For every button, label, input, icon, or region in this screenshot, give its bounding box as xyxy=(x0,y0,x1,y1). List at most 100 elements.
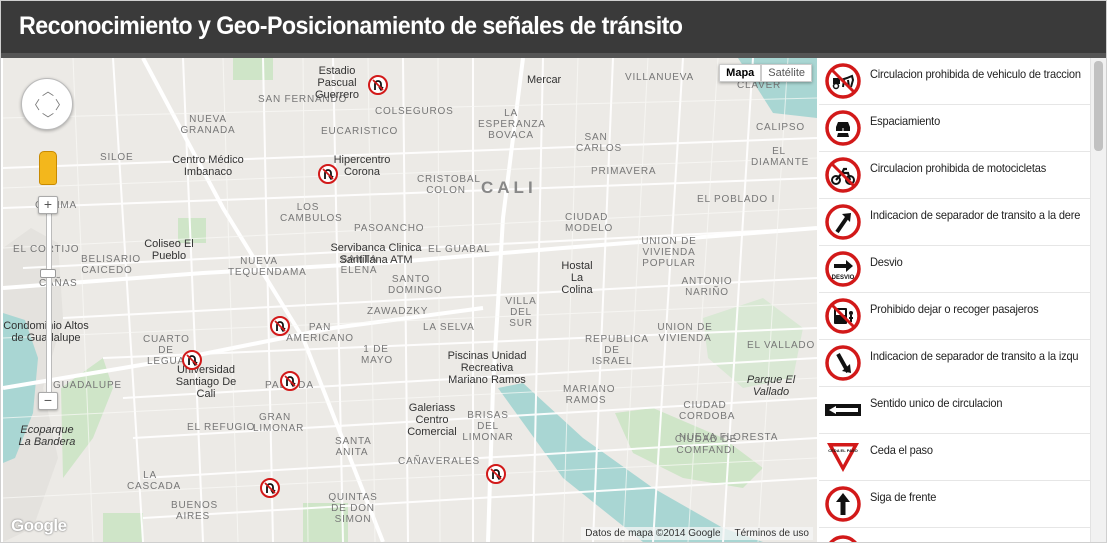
neighborhood-label: VILLA DEL SUR xyxy=(505,296,537,329)
zoom-out-button[interactable]: − xyxy=(38,392,58,410)
sign-list-item[interactable]: CEDA EL PASO Ceda el paso xyxy=(819,434,1090,481)
street-view-pegman-icon[interactable] xyxy=(39,151,57,185)
no-u-turn-pin[interactable] xyxy=(318,164,338,184)
pan-up-icon[interactable]: ︿ xyxy=(42,84,55,98)
one-way-arrow-icon xyxy=(825,392,861,428)
no-u-turn-icon xyxy=(322,168,334,181)
no-u-turn-pin[interactable] xyxy=(280,371,300,391)
map-type-satellite-button[interactable]: Satélite xyxy=(761,64,812,82)
sign-list-item[interactable]: DESVIO Desvio xyxy=(819,246,1090,293)
keep-left-icon xyxy=(825,345,861,381)
sign-list-item[interactable]: Espaciamiento xyxy=(819,105,1090,152)
map-place[interactable]: Mercar xyxy=(527,74,562,86)
neighborhood-label: CAÑAS xyxy=(39,278,78,289)
sign-label: Circulacion prohibida de motocicletas xyxy=(870,161,1047,175)
neighborhood-label: SANTO DOMINGO xyxy=(388,274,443,296)
pan-right-icon[interactable]: 〉 xyxy=(55,98,68,112)
neighborhood-label: EUCARISTICO xyxy=(321,126,399,137)
sign-list: Circulacion prohibida de vehiculo de tra… xyxy=(819,58,1090,542)
sign-list-item[interactable] xyxy=(819,528,1090,542)
neighborhood-label: NUEVA FLORESTA xyxy=(679,432,779,443)
map-view[interactable]: CALI SAN FERNANDO NUEVA GRANADA EUCARIST… xyxy=(3,58,817,542)
no-u-turn-pin[interactable] xyxy=(368,75,388,95)
map-place[interactable]: Universidad Santiago De Cali xyxy=(175,364,237,400)
map-place[interactable]: Hipercentro Corona xyxy=(333,154,391,178)
no-passenger-pickup-icon xyxy=(825,298,861,334)
yield-icon: CEDA EL PASO xyxy=(825,439,861,475)
no-u-turn-icon xyxy=(490,468,502,481)
neighborhood-label: REPUBLICA DE ISRAEL xyxy=(585,334,649,367)
city-label: CALI xyxy=(481,178,537,197)
zoom-slider-track[interactable] xyxy=(46,208,52,406)
map-place[interactable]: Estadio Pascual Guerrero xyxy=(314,65,360,101)
pan-control[interactable]: ︿ ﹀ 〈 〉 xyxy=(21,78,73,130)
neighborhood-label: EL CORTIJO xyxy=(13,244,80,255)
sign-label: Espaciamiento xyxy=(870,114,941,128)
map-type-map-button[interactable]: Mapa xyxy=(719,64,762,82)
sign-label: Prohibido dejar o recoger pasajeros xyxy=(870,302,1039,316)
sign-label: Siga de frente xyxy=(870,490,937,504)
neighborhood-label: CIUDAD CORDOBA xyxy=(679,400,736,422)
detour-icon: DESVIO xyxy=(825,251,861,287)
google-logo: Google xyxy=(11,516,67,535)
map-place[interactable]: Centro Médico Imbanaco xyxy=(172,154,244,178)
sign-label: Ceda el paso xyxy=(870,443,933,457)
no-u-turn-pin[interactable] xyxy=(486,464,506,484)
map-place[interactable]: Coliseo El Pueblo xyxy=(144,238,194,262)
sign-list-item[interactable]: Sentido unico de circulacion xyxy=(819,387,1090,434)
no-u-turn-icon xyxy=(372,79,384,92)
neighborhood-label: PASOANCHO xyxy=(354,223,425,234)
page-title: Reconocimiento y Geo-Posicionamiento de … xyxy=(19,12,683,40)
sign-list-scrollbar[interactable] xyxy=(1090,58,1106,542)
no-motorcycles-icon xyxy=(825,157,861,193)
neighborhood-label: NUEVA TEQUENDAMA xyxy=(228,256,307,278)
neighborhood-label: 1 DE MAYO xyxy=(361,344,393,366)
sign-list-item[interactable]: Siga de frente xyxy=(819,481,1090,528)
neighborhood-label: ANTONIO NARIÑO xyxy=(681,276,733,298)
no-u-turn-pin[interactable] xyxy=(260,478,280,498)
scrollbar-thumb[interactable] xyxy=(1094,61,1103,151)
terms-link[interactable]: Términos de uso xyxy=(734,528,809,539)
neighborhood-label: LOS CAMBULOS xyxy=(280,202,343,224)
sign-list-item[interactable]: Circulacion prohibida de vehiculo de tra… xyxy=(819,58,1090,105)
zoom-slider-thumb[interactable] xyxy=(40,269,56,278)
map-place[interactable]: Hostal La Colina xyxy=(561,260,593,296)
neighborhood-label: CIUDAD DE COMFANDI xyxy=(674,434,738,456)
sign-list-item[interactable]: Indicacion de separador de transito a la… xyxy=(819,340,1090,387)
neighborhood-label: MARIANO RAMOS xyxy=(563,384,616,406)
neighborhood-label: LA ESPERANZA BOVACA xyxy=(478,108,546,141)
map-place[interactable]: Condominio Altos de Guadalupe xyxy=(3,320,89,344)
neighborhood-label: PAN AMERICANO xyxy=(286,322,354,344)
neighborhood-label: EL REFUGIO xyxy=(187,422,256,433)
neighborhood-label: UNION DE VIVIENDA POPULAR xyxy=(641,236,697,269)
map-place[interactable]: Galeriass Centro Comercial xyxy=(407,402,457,438)
map-place[interactable]: Ecoparque La Bandera xyxy=(18,424,76,448)
neighborhood-label: NUEVA GRANADA xyxy=(180,114,236,136)
detour-sign-text: DESVIO xyxy=(832,275,855,281)
neighborhood-label: GUADALUPE xyxy=(53,380,122,391)
keep-right-icon xyxy=(825,204,861,240)
neighborhood-label: CALIPSO xyxy=(756,122,805,133)
no-u-turn-pin[interactable] xyxy=(270,316,290,336)
neighborhood-label: QUINTAS DE DON SIMON xyxy=(328,492,378,525)
pan-left-icon[interactable]: 〈 xyxy=(28,98,41,112)
pan-down-icon[interactable]: ﹀ xyxy=(42,112,55,126)
zoom-in-button[interactable]: + xyxy=(38,196,58,214)
sign-list-item[interactable]: Indicacion de separador de transito a la… xyxy=(819,199,1090,246)
sign-list-item[interactable]: Circulacion prohibida de motocicletas xyxy=(819,152,1090,199)
map-data-credit: Datos de mapa ©2014 Google xyxy=(585,528,721,539)
map-attribution: Datos de mapa ©2014 Google Términos de us… xyxy=(581,527,813,540)
map-place[interactable]: Piscinas Unidad Recreativa Mariano Ramos xyxy=(447,350,527,386)
map-place[interactable]: Servibanca Clinica Santillana ATM xyxy=(330,242,422,266)
map-place[interactable]: Parque El Vallado xyxy=(746,374,796,398)
neighborhood-label: EL POBLADO I xyxy=(697,194,776,205)
neighborhood-label: ZAWADZKY xyxy=(367,306,429,317)
no-u-turn-pin[interactable] xyxy=(182,350,202,370)
sign-list-item[interactable]: Prohibido dejar o recoger pasajeros xyxy=(819,293,1090,340)
sign-label: Desvio xyxy=(870,255,903,269)
neighborhood-label: CUARTO DE LEGUA xyxy=(143,334,190,367)
neighborhood-label: BUENOS AIRES xyxy=(171,500,219,522)
sign-label: Sentido unico de circulacion xyxy=(870,396,1003,410)
no-u-turn-icon xyxy=(284,375,296,388)
